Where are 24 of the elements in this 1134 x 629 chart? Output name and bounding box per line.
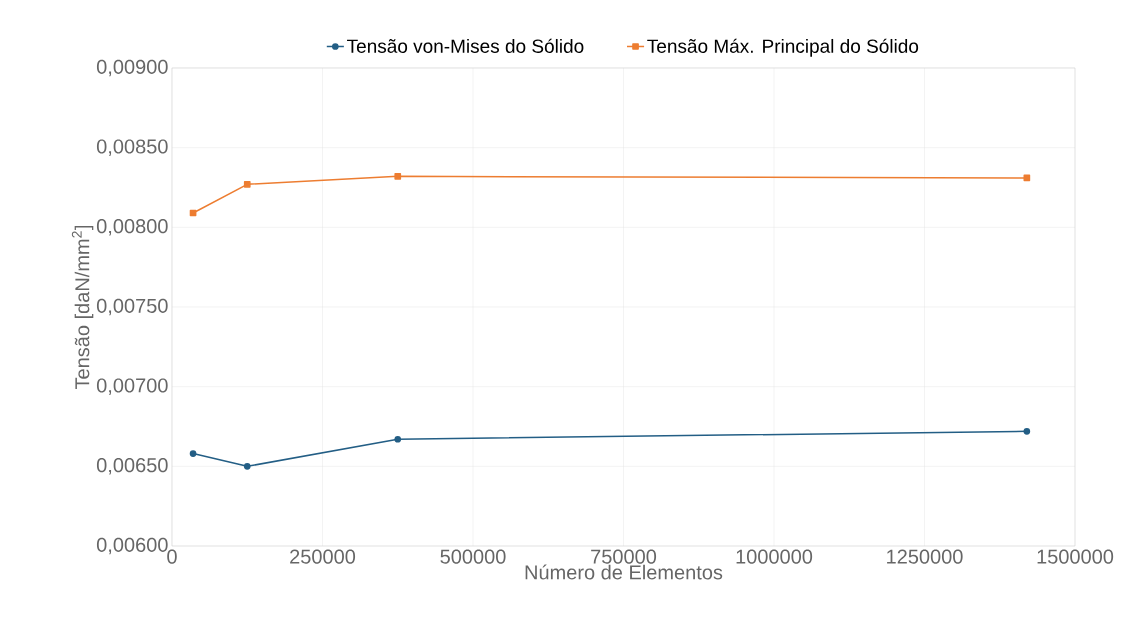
point: [243, 462, 251, 470]
y-tick-label: 0,00900: [96, 59, 168, 77]
x-tick-label: 750000: [591, 549, 657, 564]
y-tick-label: 0,00850: [96, 139, 168, 156]
x-axis-title: Número de Elementos: [525, 564, 723, 580]
point: [394, 435, 402, 443]
y-tick-label: 0,00750: [96, 298, 168, 316]
y-tick-label: 0,00700: [96, 378, 168, 395]
y-tick-label: 0,00800: [96, 219, 168, 236]
point: [189, 450, 197, 457]
x-tick-label: 1000000: [736, 549, 813, 564]
x-tick-label: 500000: [440, 549, 506, 564]
x-tick-label: 250000: [290, 549, 356, 564]
x-tick-label: 1250000: [887, 549, 963, 564]
legend-label: Tensão Máx. Principal do Sólido: [647, 38, 919, 57]
y-axis-title: Tensão [daN/mm$^{2}$]: [71, 225, 94, 390]
x-tick-label: 0: [167, 549, 177, 564]
y-tick-label: 0,00600: [96, 537, 168, 555]
legend-label: Tensão von-Mises do Sólido: [347, 38, 584, 53]
y-tick-label: 0,00650: [96, 458, 168, 475]
point: [243, 180, 251, 188]
point: [394, 173, 402, 180]
point: [1023, 427, 1031, 435]
x-tick-label: 1500000: [1037, 549, 1114, 564]
